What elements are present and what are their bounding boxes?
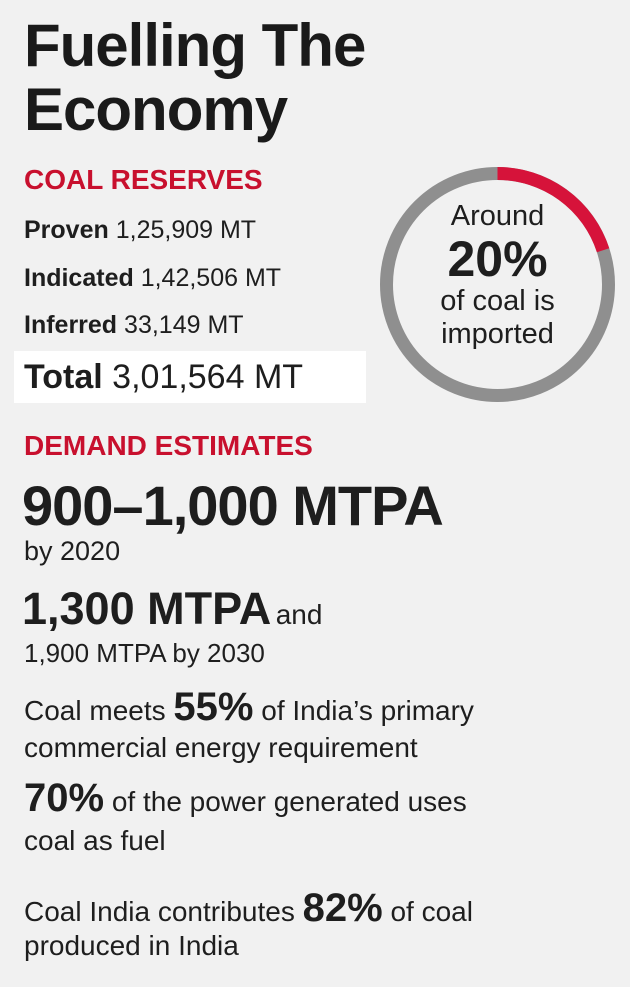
import-percent: 20%: [447, 231, 548, 287]
demand-2030-note: 1,900 MTPA by 2030: [24, 638, 265, 668]
fact-energy-line2: commercial energy requirement: [24, 732, 418, 763]
reserve-label: Proven: [24, 216, 109, 244]
reserve-row-indicated: Indicated 1,42,506 MT: [24, 264, 281, 293]
fact-percent: 82%: [302, 886, 383, 930]
fact-energy-line1: Coal meets 55% of India’s primary: [24, 685, 474, 730]
fact-power-line2: coal as fuel: [24, 825, 166, 856]
reserve-total: Total 3,01,564 MT: [24, 358, 303, 397]
fact-production-line2: produced in India: [24, 930, 239, 961]
fact-production-line1: Coal India contributes 82% of coal: [24, 886, 473, 931]
demand-2020-note: by 2020: [24, 536, 121, 566]
demand-2030-value: 1,300 MTPA: [22, 583, 272, 634]
demand-2030-row: 1,300 MTPA and: [22, 583, 322, 635]
total-value: 3,01,564 MT: [112, 358, 304, 396]
reserve-label: Inferred: [24, 311, 118, 339]
fact-text: of coal: [390, 896, 473, 927]
reserve-row-proven: Proven 1,25,909 MT: [24, 216, 256, 245]
total-label: Total: [24, 358, 103, 396]
fact-text: Coal India contributes: [24, 896, 295, 927]
demand-and: and: [275, 599, 323, 630]
import-stat-text: Around 20% of coal is imported: [375, 200, 620, 351]
donut-import-arc: [497, 167, 610, 253]
reserve-label: Indicated: [24, 264, 134, 292]
reserve-value: 33,149 MT: [124, 311, 244, 339]
fact-text: Coal meets: [24, 695, 166, 726]
import-line3: imported: [441, 318, 554, 350]
total-highlight: [14, 351, 366, 403]
import-share-donut: [380, 167, 615, 402]
demand-2020-value: 900–1,000 MTPA: [22, 474, 444, 537]
coal-reserves-heading: COAL RESERVES: [24, 164, 263, 195]
fact-power-line1: 70% of the power generated uses: [24, 776, 467, 821]
import-line2: of coal is: [440, 285, 555, 317]
fact-text: of the power generated uses: [111, 786, 467, 817]
fact-text: of India’s primary: [261, 695, 474, 726]
reserve-value: 1,25,909 MT: [115, 216, 257, 244]
import-line1: Around: [450, 200, 545, 232]
page-title: Fuelling The Economy: [24, 12, 366, 143]
reserve-row-inferred: Inferred 33,149 MT: [24, 311, 244, 340]
reserve-value: 1,42,506 MT: [140, 264, 282, 292]
fact-percent: 55%: [173, 685, 254, 729]
demand-estimates-heading: DEMAND ESTIMATES: [24, 430, 313, 461]
fact-percent: 70%: [24, 776, 105, 820]
